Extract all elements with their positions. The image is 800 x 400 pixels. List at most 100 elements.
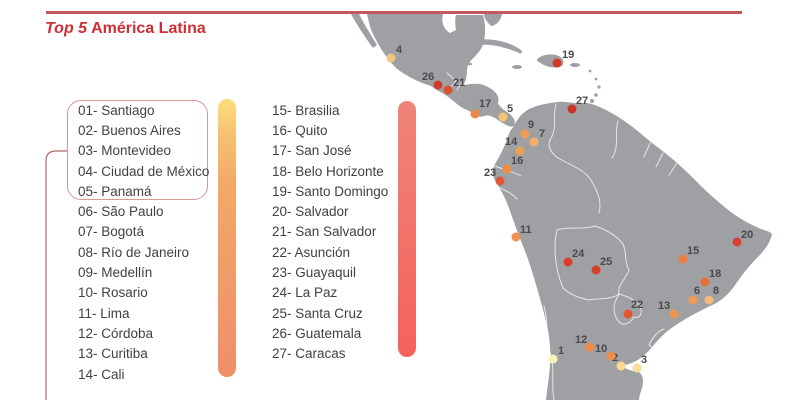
list-item-río-de-janeiro: 08- Río de Janeiro bbox=[78, 244, 190, 260]
city-marker-dot-17 bbox=[470, 109, 480, 119]
list-item-curitiba: 13- Curitiba bbox=[78, 346, 148, 362]
cuba-shape bbox=[463, 39, 523, 54]
list-item-guayaquil: 23- Guayaquil bbox=[272, 265, 357, 281]
city-marker-label-4: 4 bbox=[396, 44, 403, 56]
city-marker-label-9: 9 bbox=[528, 119, 535, 131]
city-marker-label-20: 20 bbox=[741, 229, 754, 241]
city-marker-dot-22 bbox=[623, 309, 633, 319]
city-marker-dot-4 bbox=[386, 53, 396, 63]
city-marker-dot-18 bbox=[700, 277, 710, 287]
list-item-belo-horizonte: 18- Belo Horizonte bbox=[272, 163, 384, 179]
list-item-córdoba: 12- Córdoba bbox=[78, 325, 154, 341]
list-item-la-paz: 24- La Paz bbox=[272, 285, 338, 301]
city-marker-dot-7 bbox=[529, 137, 539, 147]
city-marker-label-7: 7 bbox=[539, 128, 546, 140]
list-item-quito: 16- Quito bbox=[272, 122, 328, 138]
list-item-cali: 14- Cali bbox=[78, 366, 125, 382]
city-marker-label-14: 14 bbox=[505, 136, 518, 148]
small-island bbox=[468, 62, 472, 66]
city-marker-dot-5 bbox=[498, 112, 508, 122]
florida-shape bbox=[484, 14, 502, 26]
city-marker-dot-3 bbox=[632, 363, 642, 373]
baja-california-shape bbox=[351, 14, 377, 48]
top5-connector-line bbox=[45, 150, 67, 400]
puerto-rico-shape bbox=[570, 63, 580, 67]
list-item-santiago: 01- Santiago bbox=[78, 102, 155, 118]
city-marker-label-11: 11 bbox=[520, 224, 532, 236]
list-item-montevideo: 03- Montevideo bbox=[78, 143, 172, 159]
list-item-san-salvador: 21- San Salvador bbox=[272, 224, 377, 240]
city-marker-label-1: 1 bbox=[558, 345, 565, 357]
city-marker-label-18: 18 bbox=[709, 268, 722, 280]
list-item-rosario: 10- Rosario bbox=[78, 285, 148, 301]
city-marker-dot-15 bbox=[678, 254, 688, 264]
antilles-island bbox=[594, 93, 598, 97]
title-region: América Latina bbox=[91, 20, 206, 37]
city-marker-dot-9 bbox=[520, 129, 530, 139]
top-rule bbox=[46, 11, 742, 14]
city-marker-dot-11 bbox=[511, 232, 521, 242]
city-marker-dot-19 bbox=[552, 58, 562, 68]
city-marker-label-15: 15 bbox=[687, 245, 700, 257]
city-marker-label-6: 6 bbox=[694, 285, 701, 297]
city-marker-label-27: 27 bbox=[576, 95, 589, 107]
city-marker-dot-8 bbox=[704, 295, 714, 305]
city-marker-label-26: 26 bbox=[422, 71, 435, 83]
city-marker-dot-2 bbox=[616, 361, 626, 371]
city-marker-label-22: 22 bbox=[631, 299, 644, 311]
list-item-santa-cruz: 25- Santa Cruz bbox=[272, 305, 363, 321]
top5-highlight-box bbox=[67, 100, 208, 200]
city-marker-dot-20 bbox=[732, 237, 742, 247]
antilles-island bbox=[588, 69, 592, 73]
jamaica-shape bbox=[512, 65, 522, 69]
antilles-island bbox=[594, 77, 598, 81]
city-marker-dot-25 bbox=[591, 265, 601, 275]
list-item-salvador: 20- Salvador bbox=[272, 204, 349, 220]
city-marker-label-16: 16 bbox=[511, 155, 524, 167]
list-item-panamá: 05- Panamá bbox=[78, 183, 152, 199]
list-item-brasilia: 15- Brasilia bbox=[272, 102, 340, 118]
city-marker-label-8: 8 bbox=[713, 285, 720, 297]
city-marker-label-17: 17 bbox=[479, 98, 492, 110]
city-marker-label-23: 23 bbox=[484, 167, 497, 179]
city-marker-dot-6 bbox=[688, 295, 698, 305]
city-marker-label-13: 13 bbox=[658, 300, 671, 312]
list-item-caracas: 27- Caracas bbox=[272, 346, 346, 362]
list-item-são-paulo: 06- São Paulo bbox=[78, 204, 164, 220]
list-item-santo-domingo: 19- Santo Domingo bbox=[272, 183, 389, 199]
city-marker-dot-23 bbox=[495, 176, 505, 186]
page-title: Top 5 América Latina bbox=[45, 20, 206, 38]
city-marker-dot-16 bbox=[502, 164, 512, 174]
city-marker-label-25: 25 bbox=[600, 256, 613, 268]
city-marker-dot-12 bbox=[585, 342, 595, 352]
city-marker-dot-10 bbox=[606, 351, 616, 361]
trinidad-shape bbox=[590, 99, 594, 103]
city-marker-label-10: 10 bbox=[595, 343, 608, 355]
city-marker-dot-24 bbox=[563, 257, 573, 267]
antilles-island bbox=[597, 85, 601, 89]
city-marker-dot-13 bbox=[669, 309, 679, 319]
city-marker-dot-27 bbox=[567, 104, 577, 114]
city-marker-label-19: 19 bbox=[562, 49, 575, 61]
south-america-shape bbox=[492, 101, 772, 400]
city-marker-dot-26 bbox=[433, 80, 443, 90]
list-item-asunción: 22- Asunción bbox=[272, 244, 351, 260]
list-item-guatemala: 26- Guatemala bbox=[272, 325, 362, 341]
list-item-ciudad-de-méxico: 04- Ciudad de México bbox=[78, 163, 210, 179]
city-marker-label-5: 5 bbox=[507, 103, 514, 115]
ranking-column-2: 15- Brasilia 16- Quito 17- San José 18- Bel… bbox=[272, 100, 422, 364]
city-marker-label-12: 12 bbox=[575, 334, 588, 346]
city-marker-dot-14 bbox=[515, 146, 525, 156]
title-top5: Top 5 bbox=[45, 20, 88, 37]
list-item-buenos-aires: 02- Buenos Aires bbox=[78, 122, 181, 138]
list-item-medellín: 09- Medellín bbox=[78, 265, 153, 281]
list-item-bogotá: 07- Bogotá bbox=[78, 224, 145, 240]
city-marker-label-21: 21 bbox=[453, 77, 466, 89]
city-marker-label-2: 2 bbox=[612, 352, 619, 364]
city-marker-dot-21 bbox=[443, 85, 453, 95]
ranking-gradient-bar-2 bbox=[398, 101, 416, 357]
city-marker-dot-1 bbox=[548, 354, 558, 364]
ranking-column-1: 01- Santiago 02- Buenos Aires 03- Montevid… bbox=[78, 100, 228, 384]
